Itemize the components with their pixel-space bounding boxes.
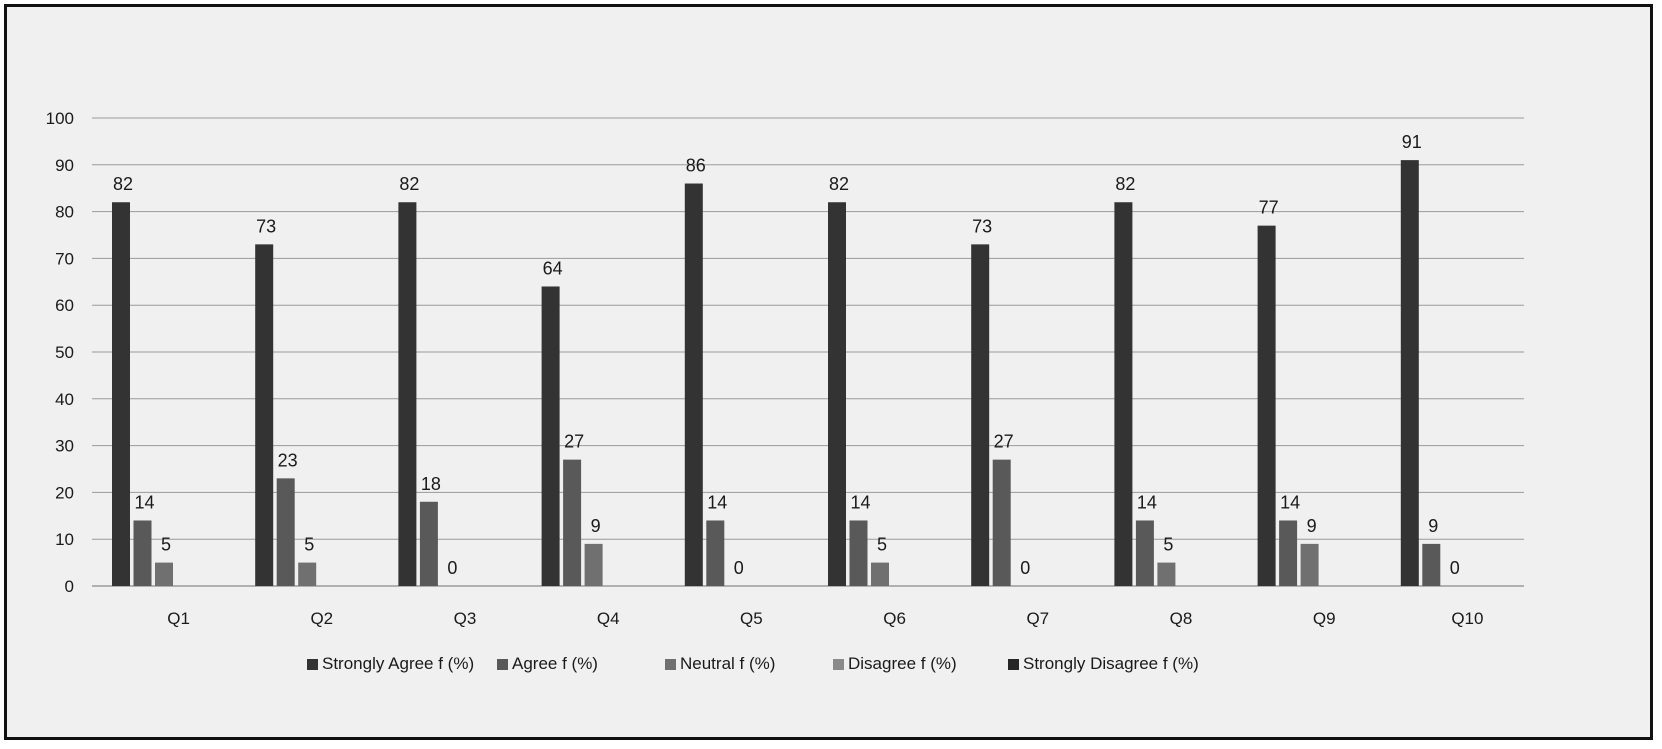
data-label: 64 <box>543 258 563 278</box>
data-label: 0 <box>447 558 457 578</box>
y-tick-label: 70 <box>55 249 74 268</box>
bar-0 <box>1114 202 1133 587</box>
y-tick-label: 100 <box>46 109 74 128</box>
bar-1 <box>992 459 1011 586</box>
legend-label: Neutral f (%) <box>680 654 775 673</box>
category-label: Q1 <box>167 609 190 628</box>
data-label: 91 <box>1402 132 1422 152</box>
bar-2 <box>298 562 317 586</box>
data-label: 0 <box>1020 558 1030 578</box>
data-label: 14 <box>850 492 870 512</box>
legend-label: Agree f (%) <box>512 654 598 673</box>
category-label: Q3 <box>454 609 477 628</box>
bar-0 <box>1257 225 1276 586</box>
bar-2 <box>155 562 173 586</box>
data-label: 0 <box>1450 558 1460 578</box>
bar-2 <box>1157 562 1176 586</box>
bar-1 <box>849 520 868 586</box>
y-tick-label: 10 <box>55 530 74 549</box>
bar-1 <box>419 501 438 586</box>
bar-0 <box>398 202 417 587</box>
y-tick-label: 90 <box>55 156 74 175</box>
y-tick-label: 60 <box>55 296 74 315</box>
bar-1 <box>133 520 152 586</box>
bar-1 <box>276 478 295 586</box>
bar-0 <box>541 286 560 586</box>
legend-label: Strongly Disagree f (%) <box>1023 654 1199 673</box>
bar-1 <box>1135 520 1154 586</box>
bar-0 <box>112 202 130 587</box>
data-label: 14 <box>707 492 727 512</box>
data-label: 5 <box>877 535 887 555</box>
data-label: 73 <box>256 216 276 236</box>
data-label: 5 <box>304 535 314 555</box>
y-tick-label: 20 <box>55 483 74 502</box>
bar-1 <box>1422 543 1441 586</box>
bar-1 <box>1279 520 1298 586</box>
y-tick-label: 50 <box>55 343 74 362</box>
legend-swatch <box>833 659 844 670</box>
category-label: Q10 <box>1451 609 1483 628</box>
category-label: Q2 <box>310 609 333 628</box>
bar-0 <box>971 244 990 587</box>
data-label: 23 <box>278 450 298 470</box>
data-label: 9 <box>1307 516 1317 536</box>
data-label: 86 <box>686 156 706 176</box>
legend-swatch <box>307 659 318 670</box>
legend-label: Disagree f (%) <box>848 654 957 673</box>
data-label: 73 <box>972 216 992 236</box>
legend-label: Strongly Agree f (%) <box>322 654 474 673</box>
y-tick-label: 30 <box>55 437 74 456</box>
bar-2 <box>1300 543 1319 586</box>
legend-swatch <box>665 659 676 670</box>
legend-swatch <box>1008 659 1019 670</box>
data-label: 82 <box>113 174 133 194</box>
data-label: 77 <box>1259 198 1279 218</box>
category-label: Q7 <box>1026 609 1049 628</box>
data-label: 14 <box>134 492 154 512</box>
category-label: Q4 <box>597 609 620 628</box>
data-label: 0 <box>734 558 744 578</box>
bar-0 <box>1400 160 1419 586</box>
data-label: 9 <box>591 516 601 536</box>
bar-2 <box>584 543 603 586</box>
data-label: 27 <box>994 432 1014 452</box>
y-tick-label: 0 <box>65 577 74 596</box>
bar-2 <box>871 562 889 586</box>
y-tick-label: 80 <box>55 203 74 222</box>
bar-0 <box>255 244 274 587</box>
category-label: Q5 <box>740 609 763 628</box>
legend-swatch <box>497 659 508 670</box>
data-label: 82 <box>1115 174 1135 194</box>
data-label: 82 <box>399 174 419 194</box>
data-label: 14 <box>1280 492 1300 512</box>
data-label: 18 <box>421 474 441 494</box>
data-label: 5 <box>161 535 171 555</box>
data-label: 14 <box>1137 492 1157 512</box>
data-label: 27 <box>564 432 584 452</box>
bar-1 <box>706 520 725 586</box>
bar-0 <box>828 202 846 587</box>
bar-1 <box>563 459 582 586</box>
data-label: 82 <box>829 174 849 194</box>
y-tick-label: 40 <box>55 390 74 409</box>
data-label: 9 <box>1428 516 1438 536</box>
data-label: 5 <box>1163 535 1173 555</box>
category-label: Q8 <box>1170 609 1193 628</box>
category-label: Q9 <box>1313 609 1336 628</box>
category-label: Q6 <box>883 609 906 628</box>
bar-0 <box>684 183 703 586</box>
